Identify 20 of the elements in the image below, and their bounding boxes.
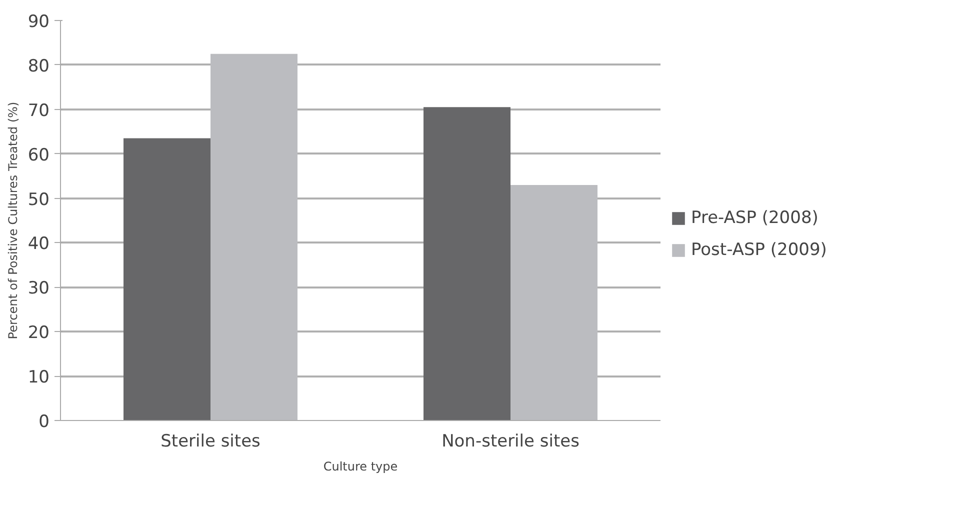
y-tick-label: 80 xyxy=(28,56,50,76)
x-tick-label: Non-sterile sites xyxy=(442,432,580,452)
legend-label: Post-ASP (2009) xyxy=(691,240,827,260)
y-tick-label: 20 xyxy=(28,323,50,344)
bar xyxy=(124,138,210,420)
bar xyxy=(510,184,598,420)
bar xyxy=(210,54,298,420)
y-tick-label: 40 xyxy=(28,234,50,254)
y-tick-label: 0 xyxy=(38,412,50,432)
y-tick-label: 10 xyxy=(28,368,50,388)
y-tick-label: 70 xyxy=(28,100,50,121)
y-tick-label: 60 xyxy=(28,145,50,166)
y-tick-label: 30 xyxy=(28,278,50,299)
x-axis-title: Culture type xyxy=(323,460,398,474)
y-axis-title: Percent of Positive Cultures Treated (%) xyxy=(6,102,20,340)
x-tick-label: Sterile sites xyxy=(160,432,261,452)
y-tick-label: 90 xyxy=(28,12,50,32)
legend-label: Pre-ASP (2008) xyxy=(691,208,818,228)
y-tick-label: 50 xyxy=(28,190,50,210)
bar xyxy=(424,107,510,420)
